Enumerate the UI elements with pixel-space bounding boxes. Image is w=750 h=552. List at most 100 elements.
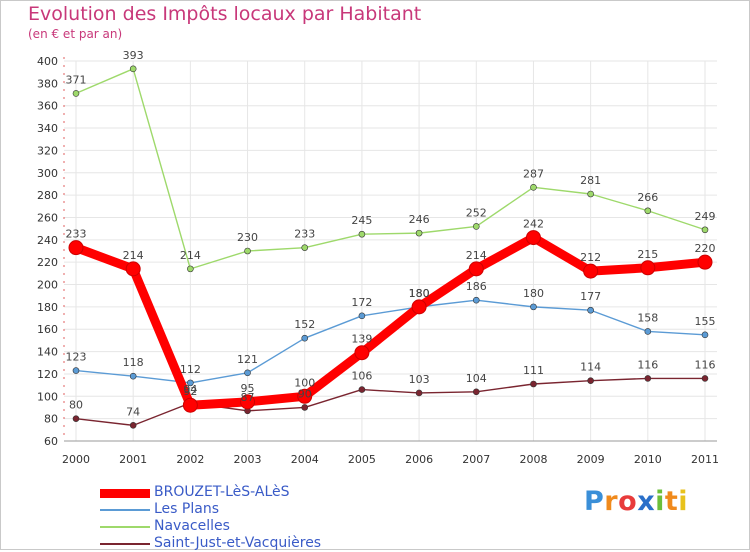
y-tick-label: 180 — [37, 301, 58, 314]
data-point — [472, 296, 480, 304]
data-point — [301, 244, 309, 251]
y-tick-label: 60 — [44, 435, 58, 448]
legend-swatch — [100, 526, 150, 528]
x-tick-label: 2002 — [176, 453, 204, 466]
data-point — [472, 223, 480, 230]
x-tick-label: 2008 — [519, 453, 547, 466]
legend-swatch — [100, 509, 150, 511]
data-label: 249 — [695, 210, 716, 223]
data-label: 246 — [409, 213, 430, 226]
data-label: 393 — [123, 49, 144, 62]
data-point — [244, 369, 251, 377]
data-label: 121 — [237, 353, 258, 366]
data-label: 230 — [237, 231, 258, 244]
data-label: 112 — [180, 363, 201, 376]
y-tick-label: 380 — [37, 77, 58, 90]
data-label: 116 — [637, 358, 658, 371]
data-point — [640, 260, 656, 276]
data-label: 111 — [523, 364, 544, 377]
data-label: 371 — [66, 73, 87, 86]
data-label: 87 — [241, 391, 255, 404]
data-point — [72, 90, 80, 97]
data-label: 212 — [580, 251, 601, 264]
y-tick-label: 360 — [37, 100, 58, 113]
y-tick-label: 100 — [37, 390, 58, 403]
legend-swatch — [100, 543, 150, 545]
data-label: 116 — [695, 358, 716, 371]
logo-letter: i — [678, 486, 689, 517]
legend-swatch — [100, 488, 150, 498]
x-tick-label: 2003 — [234, 453, 262, 466]
data-point — [587, 306, 594, 314]
data-label: 114 — [580, 361, 601, 374]
chart-title: Evolution des Impôts locaux par Habitant — [28, 3, 422, 25]
data-point — [129, 65, 137, 73]
data-label: 242 — [523, 218, 544, 231]
data-point — [187, 379, 194, 387]
data-label: 118 — [123, 356, 144, 369]
y-tick-label: 220 — [37, 256, 58, 269]
data-point — [468, 261, 484, 277]
data-point — [644, 328, 652, 335]
y-tick-label: 140 — [37, 346, 58, 359]
data-point — [354, 345, 370, 361]
data-label: 177 — [580, 290, 601, 303]
data-point — [129, 372, 137, 380]
data-point — [701, 375, 709, 382]
data-point — [472, 388, 480, 396]
logo-letter: P — [584, 486, 605, 517]
data-label: 139 — [351, 333, 372, 346]
data-label: 233 — [294, 228, 315, 241]
legend-label: BROUZET-LèS-ALèS — [154, 484, 290, 500]
series-line — [75, 299, 706, 384]
data-label: 233 — [66, 228, 87, 241]
data-point — [530, 183, 537, 191]
data-point — [301, 404, 309, 411]
proxiti-logo: Proxiti — [584, 486, 688, 517]
x-tick-label: 2004 — [291, 453, 319, 466]
y-tick-label: 120 — [37, 368, 58, 381]
data-label: 100 — [294, 376, 315, 389]
data-label: 252 — [466, 206, 487, 219]
data-label: 104 — [466, 372, 487, 385]
data-point — [415, 229, 423, 237]
data-label: 180 — [409, 287, 430, 300]
data-point — [411, 299, 427, 315]
data-label: 92 — [183, 385, 197, 398]
data-point — [297, 388, 313, 404]
x-tick-label: 2005 — [348, 453, 376, 466]
data-label: 220 — [695, 242, 716, 255]
data-point — [697, 254, 713, 270]
series-line — [75, 68, 706, 270]
chart-subtitle: (en € et par an) — [28, 27, 123, 41]
data-label: 158 — [637, 311, 658, 324]
legend-label: Navacelles — [154, 518, 230, 534]
data-point — [125, 261, 141, 277]
data-label: 186 — [466, 280, 487, 293]
data-point — [583, 263, 599, 279]
data-label: 94 — [183, 383, 197, 396]
x-tick-label: 2007 — [462, 453, 490, 466]
data-label: 245 — [351, 214, 372, 227]
data-label: 214 — [180, 249, 201, 262]
data-point — [530, 303, 537, 311]
data-point — [358, 230, 366, 238]
data-point — [72, 367, 80, 374]
data-label: 103 — [409, 373, 430, 386]
logo-letter: t — [664, 486, 679, 517]
data-point — [587, 377, 594, 384]
legend-label: Saint-Just-et-Vacquières — [154, 535, 322, 551]
series-line — [71, 233, 710, 410]
data-point — [187, 265, 194, 273]
data-point — [530, 380, 537, 388]
data-label: 214 — [123, 249, 144, 262]
y-tick-label: 340 — [37, 122, 58, 135]
y-tick-label: 200 — [37, 279, 58, 292]
data-label: 266 — [637, 191, 658, 204]
data-point — [525, 230, 541, 246]
y-tick-label: 80 — [44, 413, 58, 426]
data-point — [182, 397, 198, 413]
logo-letter: x — [637, 486, 656, 517]
series-line — [75, 377, 706, 427]
